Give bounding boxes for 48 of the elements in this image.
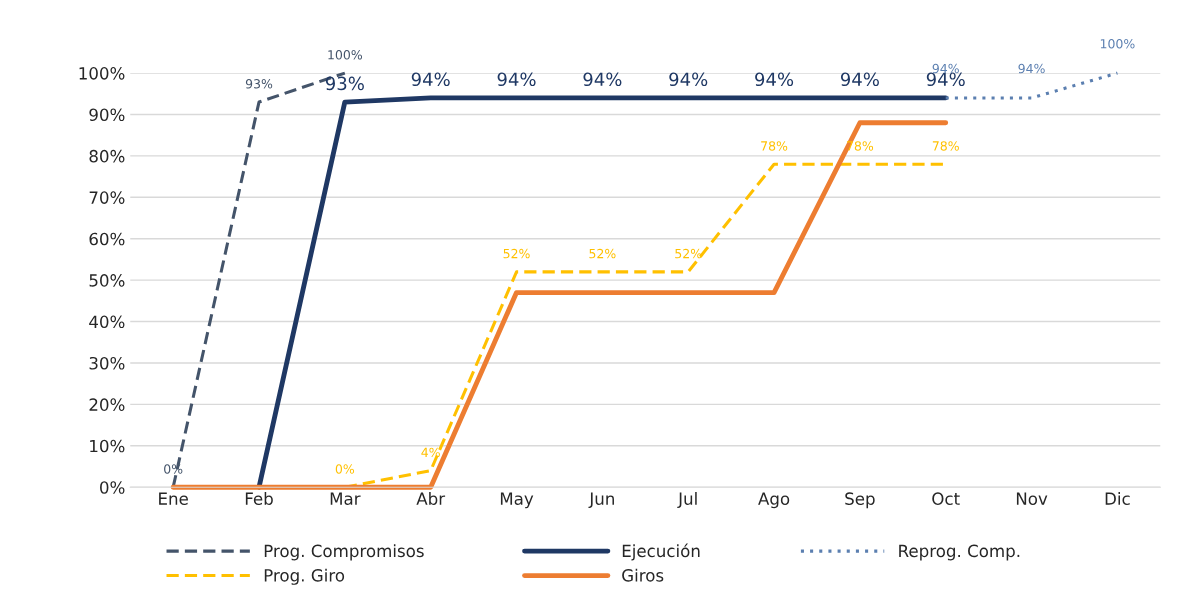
x-tick-label: Oct [932,492,960,505]
x-tick-label: Mar [330,492,361,505]
x-tick-label: Abr [416,492,446,505]
x-tick-label: Feb [245,492,273,505]
data-label: 4% [421,447,440,458]
data-label: 94% [926,72,965,87]
y-tick-label: 40% [89,315,125,329]
data-label: 94% [755,72,794,87]
x-tick-label: Jul [677,492,697,509]
data-label: 94% [583,72,622,87]
y-tick-label: 80% [89,149,125,163]
x-tick-label: May [500,492,534,509]
legend-label: Reprog. Comp. [899,544,1020,561]
legend-label: Prog. Giro [264,568,345,585]
data-label: 94% [411,72,450,87]
data-label: 93% [325,76,364,91]
y-tick-label: 60% [89,232,125,246]
data-label: 78% [761,141,788,151]
data-label: 52% [589,248,616,259]
y-tick-label: 0% [100,481,125,494]
y-tick-label: 90% [89,108,125,122]
x-tick-label: Ago [758,492,790,509]
x-tick-label: Sep [845,492,875,509]
data-label: 94% [497,72,536,87]
data-label: 94% [840,72,879,87]
legend-label: Prog. Compromisos [264,544,424,561]
y-tick-label: 100% [79,67,125,80]
legend-label: Ejecución [622,543,700,561]
x-tick-label: Jun [588,492,614,509]
x-tick-label: Nov [1016,492,1048,505]
data-label: 100% [328,50,363,60]
y-tick-label: 50% [89,274,125,287]
data-label: 94% [932,63,959,74]
x-tick-label: Ene [159,492,188,505]
data-label: 52% [503,248,530,259]
y-tick-label: 20% [89,398,125,411]
y-tick-label: 10% [90,439,125,453]
data-label: 94% [669,72,708,87]
y-tick-label: 30% [89,356,125,370]
x-tick-label: Dic [1105,492,1130,505]
data-label: 100% [1100,38,1135,49]
data-label: 52% [675,248,702,259]
data-label: 93% [245,79,273,89]
data-label: 78% [932,141,959,151]
y-tick-label: 70% [89,191,125,204]
legend-label: Giros [622,568,664,582]
data-label: 0% [335,464,355,474]
data-label: 94% [1018,63,1045,74]
